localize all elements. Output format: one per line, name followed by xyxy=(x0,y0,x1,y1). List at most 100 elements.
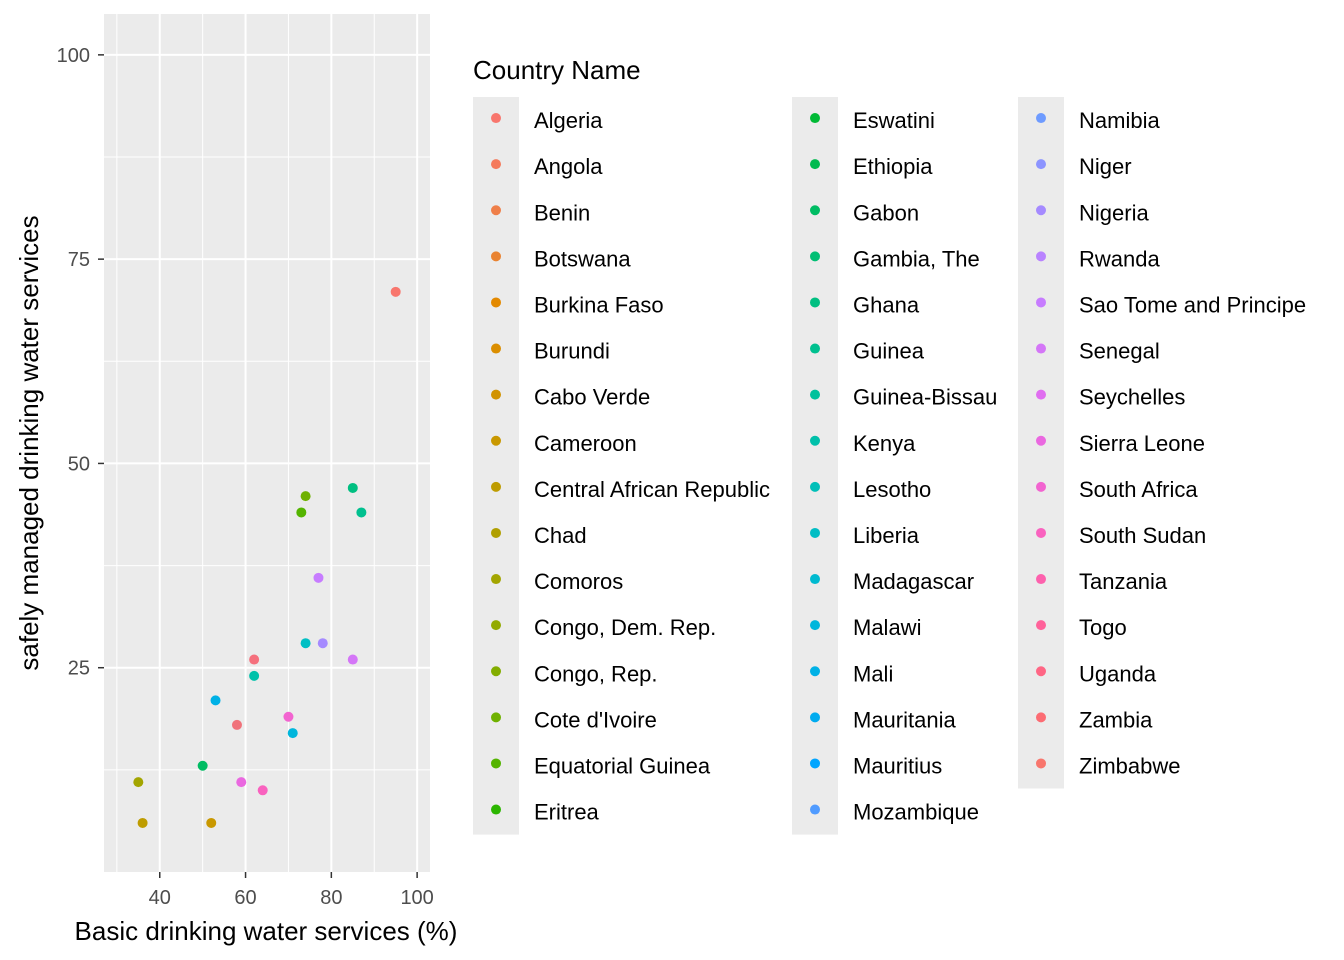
grid-minor xyxy=(104,14,430,872)
legend-key xyxy=(810,435,820,446)
legend-label: Mauritania xyxy=(853,707,956,732)
legend-key xyxy=(491,343,501,354)
legend-label: Ghana xyxy=(853,292,920,317)
legend-key xyxy=(491,712,501,723)
legend-label: Zimbabwe xyxy=(1079,753,1180,778)
legend-key xyxy=(810,481,820,492)
legend-label: Niger xyxy=(1079,154,1132,179)
data-point xyxy=(231,719,242,730)
plot-panel xyxy=(104,14,430,872)
legend-label: Namibia xyxy=(1079,108,1160,133)
legend-label: Guinea xyxy=(853,339,925,364)
legend-key xyxy=(810,527,820,538)
data-point xyxy=(249,670,260,681)
legend-key xyxy=(491,159,501,170)
y-tick-label: 50 xyxy=(68,453,90,475)
legend-label: Mali xyxy=(853,661,893,686)
legend-key xyxy=(491,389,501,400)
data-point xyxy=(347,482,358,493)
y-tick-label: 25 xyxy=(68,658,90,680)
legend-key xyxy=(491,758,501,769)
legend-label: Sao Tome and Principe xyxy=(1079,292,1306,317)
legend-title: Country Name xyxy=(473,55,641,85)
legend-label: Seychelles xyxy=(1079,385,1185,410)
legend-label: Senegal xyxy=(1079,339,1160,364)
y-axis: 25 50 75 100 xyxy=(57,45,104,680)
legend-label: Mauritius xyxy=(853,753,942,778)
legend-key xyxy=(1036,574,1046,585)
legend-key xyxy=(491,481,501,492)
legend-label: Guinea-Bissau xyxy=(853,385,997,410)
legend-label: Rwanda xyxy=(1079,246,1160,271)
legend-key xyxy=(1036,435,1046,446)
legend-key xyxy=(810,758,820,769)
legend-key xyxy=(1036,712,1046,723)
data-point xyxy=(300,491,311,502)
legend-key-background xyxy=(473,97,519,835)
data-point xyxy=(317,638,328,649)
legend-label: Madagascar xyxy=(853,569,974,594)
data-point xyxy=(137,817,148,828)
data-point xyxy=(313,572,324,583)
legend-label: Chad xyxy=(534,523,587,548)
legend-key xyxy=(491,113,501,124)
legend-key xyxy=(491,620,501,631)
x-tick-label: 100 xyxy=(400,887,433,909)
data-point xyxy=(283,711,294,722)
data-point xyxy=(390,286,401,297)
legend-key xyxy=(491,574,501,585)
legend-key xyxy=(810,343,820,354)
legend-key xyxy=(810,620,820,631)
legend-key xyxy=(1036,343,1046,354)
legend-label: Kenya xyxy=(853,431,916,456)
legend-label: Liberia xyxy=(853,523,920,548)
data-point xyxy=(133,777,144,788)
legend-label: Togo xyxy=(1079,615,1127,640)
legend: Algeria Angola Benin Botswana Burkina Faso Bu… xyxy=(473,97,1306,835)
legend-key xyxy=(810,251,820,262)
x-axis-label: Basic drinking water services (%) xyxy=(75,916,458,946)
legend-key xyxy=(810,159,820,170)
data-point xyxy=(206,817,217,828)
x-tick-label: 80 xyxy=(320,887,342,909)
grid-major xyxy=(104,14,430,872)
legend-key xyxy=(1036,481,1046,492)
legend-key xyxy=(491,804,501,815)
legend-label: Eritrea xyxy=(534,800,600,825)
legend-key xyxy=(491,435,501,446)
x-tick-label: 60 xyxy=(234,887,256,909)
legend-key xyxy=(1036,251,1046,262)
x-tick-label: 40 xyxy=(149,887,171,909)
legend-label: Ethiopia xyxy=(853,154,933,179)
legend-key xyxy=(1036,113,1046,124)
legend-key-background xyxy=(792,97,838,835)
legend-label: Cabo Verde xyxy=(534,385,650,410)
data-point xyxy=(296,507,307,518)
legend-label: Burundi xyxy=(534,339,610,364)
legend-label: Lesotho xyxy=(853,477,931,502)
legend-label: Algeria xyxy=(534,108,603,133)
legend-label: Tanzania xyxy=(1079,569,1168,594)
legend-label: Gabon xyxy=(853,200,919,225)
legend-label: Central African Republic xyxy=(534,477,770,502)
data-point xyxy=(287,728,298,739)
legend-key xyxy=(1036,620,1046,631)
data-point xyxy=(197,760,208,771)
data-point xyxy=(210,695,221,706)
legend-label: Congo, Dem. Rep. xyxy=(534,615,716,640)
legend-key xyxy=(1036,205,1046,216)
legend-label: Comoros xyxy=(534,569,623,594)
y-axis-label: safely managed drinking water services xyxy=(14,215,44,670)
data-points xyxy=(133,286,401,828)
legend-key xyxy=(1036,297,1046,308)
legend-label: Sierra Leone xyxy=(1079,431,1205,456)
legend-label: Nigeria xyxy=(1079,200,1149,225)
data-point xyxy=(356,507,367,518)
data-point xyxy=(236,777,247,788)
legend-label: Angola xyxy=(534,154,603,179)
data-point xyxy=(249,654,260,665)
legend-key xyxy=(810,205,820,216)
legend-key xyxy=(491,205,501,216)
legend-key xyxy=(810,297,820,308)
